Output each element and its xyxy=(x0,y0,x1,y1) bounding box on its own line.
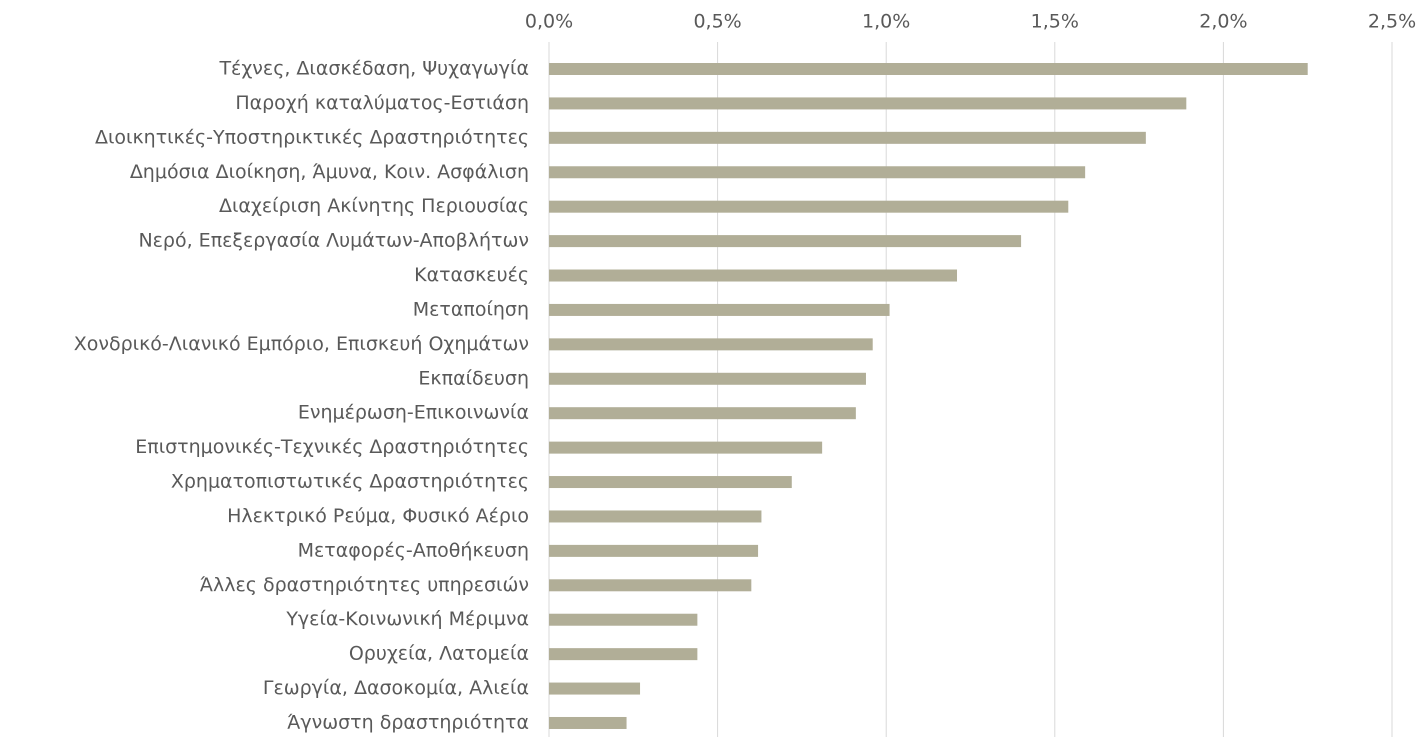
bar xyxy=(549,510,762,523)
y-tick-label: Παροχή καταλύματος-Εστιάση xyxy=(235,92,529,114)
bar xyxy=(549,682,641,695)
y-tick-label: Εκπαίδευση xyxy=(418,367,529,389)
bar xyxy=(549,166,1086,179)
x-tick-label: 1,0% xyxy=(862,11,910,33)
y-tick-label: Ορυχεία, Λατομεία xyxy=(349,643,529,665)
bar xyxy=(549,338,873,351)
y-tick-label: Δημόσια Διοίκηση, Άμυνα, Κοιν. Ασφάλιση xyxy=(130,161,529,183)
bar xyxy=(549,63,1308,75)
bar xyxy=(549,200,1069,213)
x-tick-label: 0,0% xyxy=(525,11,573,33)
y-tick-label: Διαχείριση Ακίνητης Περιουσίας xyxy=(219,195,529,217)
bar xyxy=(549,235,1022,248)
bar xyxy=(549,476,792,489)
y-tick-label: Μεταποίηση xyxy=(413,298,529,320)
y-tick-label: Ηλεκτρικό Ρεύμα, Φυσικό Αέριο xyxy=(227,505,529,527)
bar xyxy=(549,613,698,626)
x-tick-label: 0,5% xyxy=(693,11,741,33)
y-tick-label: Ενημέρωση-Επικοινωνία xyxy=(298,402,529,424)
bar xyxy=(549,269,958,282)
y-tick-label: Μεταφορές-Αποθήκευση xyxy=(298,539,529,561)
bar xyxy=(549,407,856,420)
bar xyxy=(549,303,890,316)
y-tick-label: Άλλες δραστηριότητες υπηρεσιών xyxy=(200,574,529,596)
bar xyxy=(549,579,752,592)
y-tick-label: Διοικητικές-Υποστηρικτικές Δραστηριότητε… xyxy=(95,126,529,148)
x-tick-label: 2,5% xyxy=(1368,11,1416,33)
y-tick-label: Επιστημονικές-Τεχνικές Δραστηριότητες xyxy=(135,436,529,458)
bar xyxy=(549,97,1187,110)
y-tick-label: Νερό, Επεξεργασία Λυμάτων-Αποβλήτων xyxy=(138,230,529,252)
y-tick-label: Χονδρικό-Λιανικό Εμπόριο, Επισκευή Οχημά… xyxy=(74,333,529,355)
bar xyxy=(549,544,759,557)
y-tick-label: Γεωργία, Δασοκομία, Αλιεία xyxy=(263,677,529,699)
y-tick-label: Χρηματοπιστωτικές Δραστηριότητες xyxy=(171,471,529,493)
bar xyxy=(549,648,698,661)
x-tick-label: 1,5% xyxy=(1031,11,1079,33)
y-tick-label: Τέχνες, Διασκέδαση, Ψυχαγωγία xyxy=(218,58,529,80)
bar xyxy=(549,441,823,454)
bar xyxy=(549,716,627,729)
y-tick-label: Υγεία-Κοινωνική Μέριμνα xyxy=(285,608,529,630)
bar xyxy=(549,372,866,385)
y-tick-label: Κατασκευές xyxy=(414,264,529,286)
bar xyxy=(549,131,1146,144)
y-tick-label: Άγνωστη δραστηριότητα xyxy=(287,711,529,733)
x-tick-label: 2,0% xyxy=(1199,11,1247,33)
